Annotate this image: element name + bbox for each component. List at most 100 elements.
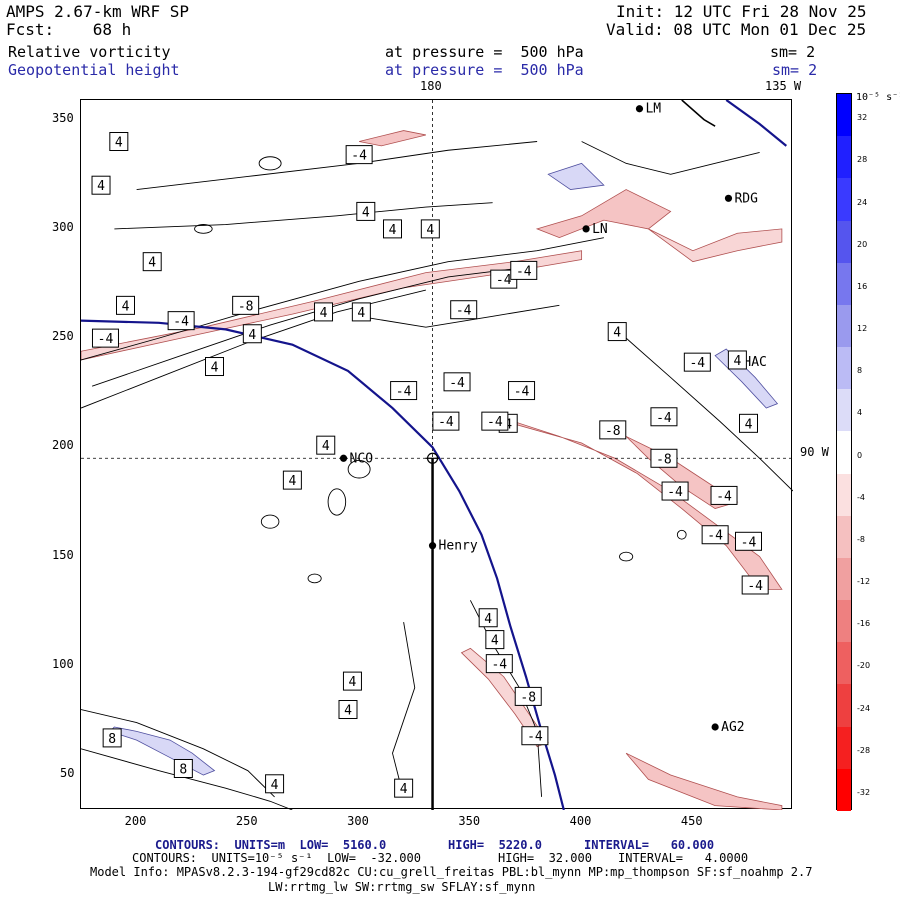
contour-label-box [394,778,414,798]
contour-label: -8 [605,424,621,439]
station-label: LM [645,102,661,117]
vorticity-contour [194,224,213,234]
colorbar-segment [837,515,851,559]
station-marker [635,105,644,113]
contour-label-box [109,132,129,152]
vorticity-contour [619,551,634,562]
forecast-hour: Fcst: 68 h [6,20,132,39]
contour-label-box [338,700,358,720]
contour-label-box [432,411,460,431]
parallel-90w-label: 90 W [800,445,829,459]
footer-height-contours: CONTOURS: UNITS=m LOW= 5160.0 [155,838,387,852]
vorticity-contour [359,304,560,328]
contour-label-box [683,352,711,372]
vorticity-contour [676,529,687,540]
colorbar-tick-label: -8 [857,534,865,544]
contour-label-box [443,372,471,392]
contour-label-box [142,252,162,272]
contour-label-box [420,219,440,239]
colorbar-segment [837,262,851,306]
contour-label-box [265,774,285,794]
contour-label-box [167,311,195,331]
contour-label: 4 [122,299,130,314]
vorticity-negative-area [81,250,583,361]
station-marker [711,723,719,731]
contour-label: -4 [487,415,503,430]
field2-smoothing: sm= 2 [772,61,818,79]
contour-label: -4 [707,529,723,544]
contour-label-box [607,322,627,342]
vorticity-negative-area [648,228,783,263]
contour-label: -4 [527,730,543,745]
contour-label-box [91,328,119,348]
footer-model-info: Model Info: MPASv8.2.3-194-gf29cd82c CU:… [90,865,813,879]
x-tick-label: 200 [124,814,147,828]
y-tick-label: 350 [52,110,74,125]
colorbar-segment [837,768,851,812]
vorticity-contour [136,141,538,191]
vorticity-contour [114,202,493,230]
contour-label: -4 [456,304,472,319]
contour-label: -4 [689,356,705,371]
colorbar-tick-label: 20 [857,239,868,249]
contour-label: 4 [491,634,499,649]
y-tick-label: 50 [60,766,75,781]
contour-label: 4 [484,612,492,627]
contour-label: 4 [349,675,357,690]
contour-label-box [710,485,738,505]
y-tick-label: 300 [52,219,74,234]
contour-label: -8 [520,690,536,705]
station-label: Henry [439,539,478,554]
contour-label: -8 [238,299,254,314]
field1-level: at pressure = 500 hPa [385,43,584,61]
colorbar-segment [837,473,851,517]
vorticity-negative-area [492,414,783,590]
contour-label: -4 [741,535,757,550]
contour-label: -4 [98,332,114,347]
contour-label-box [242,324,262,344]
init-time: Init: 12 UTC Fri 28 Nov 25 [616,2,867,21]
contour-label-box [661,481,689,501]
contour-label-box [342,671,362,691]
contour-label-box [650,407,678,427]
contour-label: 4 [389,223,397,238]
station-marker [428,542,437,550]
vorticity-contour [81,237,604,361]
vorticity-positive-area [547,162,605,190]
geopotential-height-contour [725,100,788,147]
contour-label: 4 [426,223,434,238]
contour-label-box [91,175,111,195]
colorbar-segment [837,557,851,601]
colorbar-unit: 10⁻⁵ s⁻¹ [856,92,900,103]
contour-label-box [727,350,747,370]
footer-physics: LW:rrtmg_lw SW:rrtmg_sw SFLAY:sf_mynn [268,880,536,894]
colorbar-segment [837,220,851,264]
footer-vort-contours: CONTOURS: UNITS=10⁻⁵ s⁻¹ LOW= -32.000 [132,851,421,865]
vorticity-contour [625,337,793,492]
contour-label-box [102,728,122,748]
field2-name: Geopotential height [8,61,180,79]
contour-label-box [478,608,498,628]
vorticity-contour [81,709,275,798]
contour-label: -4 [747,579,763,594]
colorbar-segment [837,431,851,475]
contour-label: -4 [449,376,465,391]
station-marker [339,454,348,462]
station-marker [582,225,590,233]
colorbar-tick-label: -16 [857,619,871,629]
vorticity-negative-area [535,189,672,239]
colorbar-segment [837,600,851,643]
contour-label-box [232,295,260,315]
contour-label: 4 [248,328,256,343]
colorbar-tick-label: -4 [857,492,865,502]
vorticity-negative-area [460,647,549,748]
colorbar-segment [837,642,851,685]
contour-label: 8 [108,732,116,747]
contour-label: 4 [322,439,330,454]
colorbar-tick-label: 0 [857,450,863,460]
contour-label-box [599,420,627,440]
y-tick-label: 200 [52,438,74,453]
contour-label: 8 [179,762,187,777]
station-label: NCO [350,451,374,466]
vorticity-negative-area [359,130,426,147]
